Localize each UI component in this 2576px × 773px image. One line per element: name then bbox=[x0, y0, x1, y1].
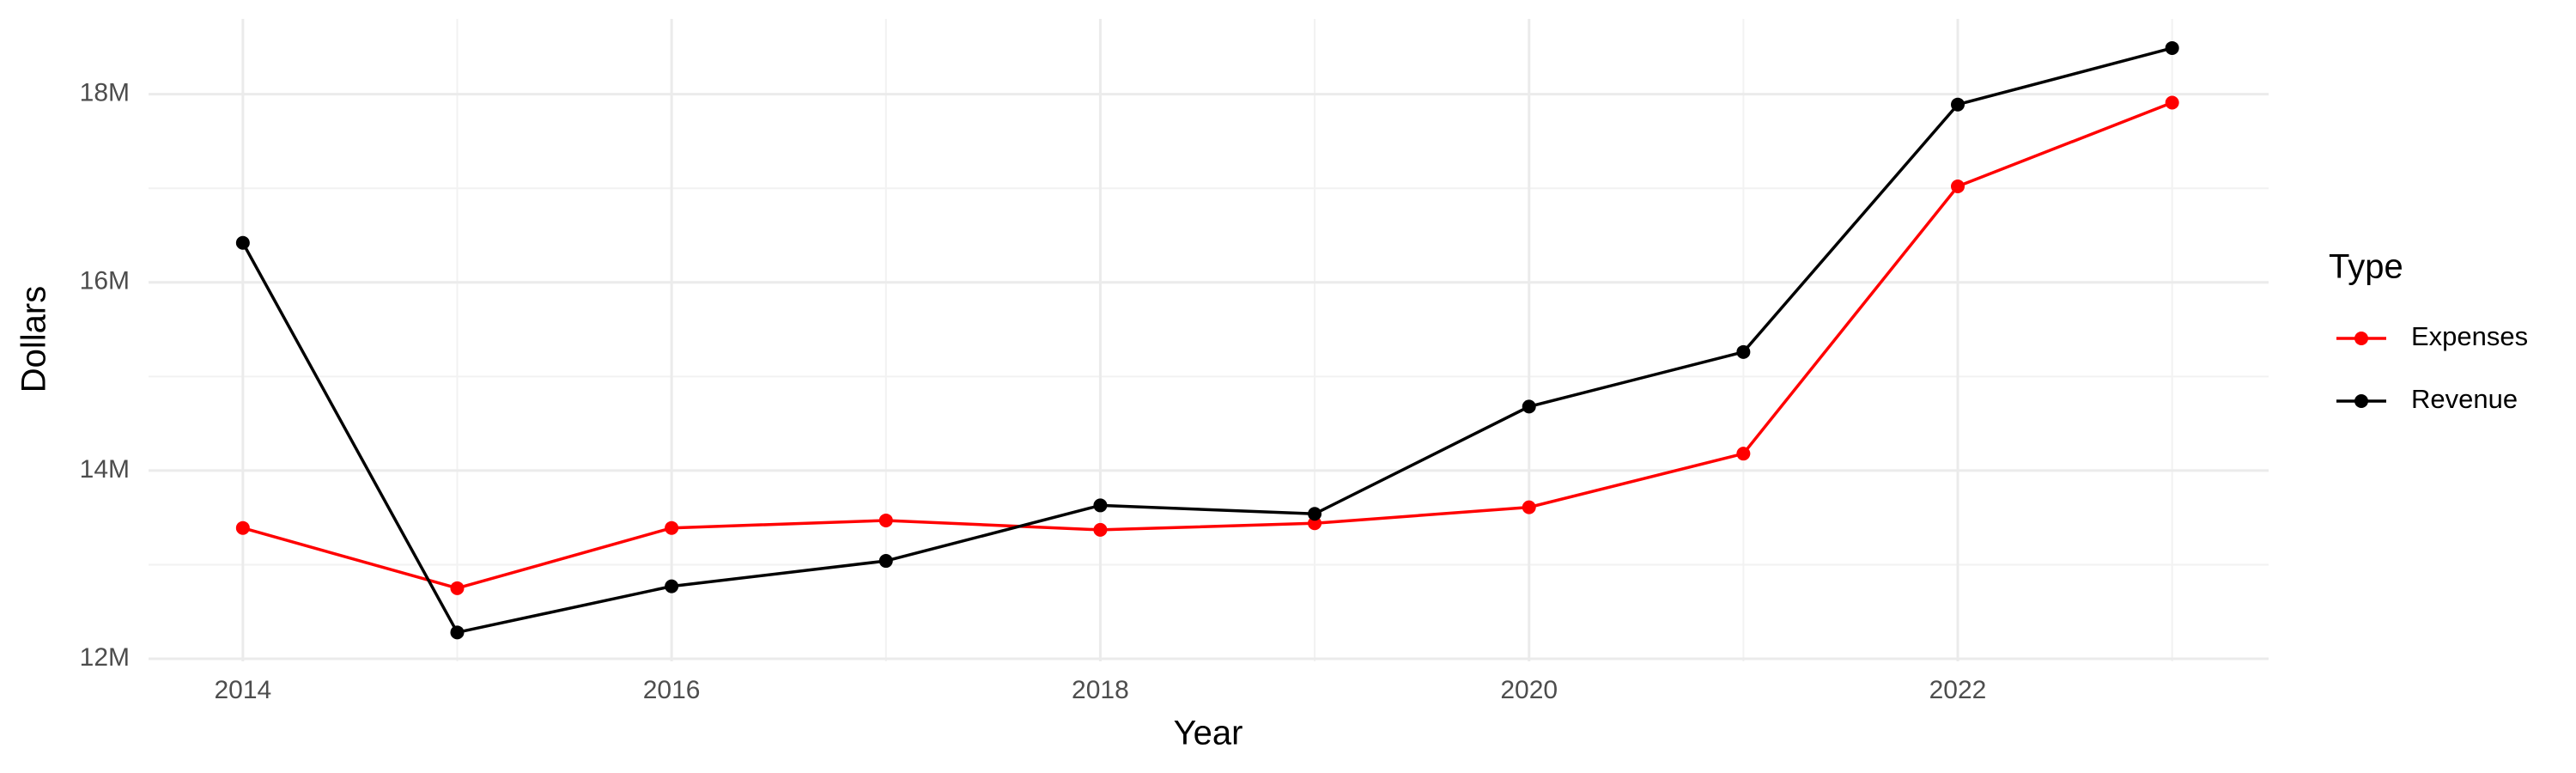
data-point bbox=[1951, 97, 1965, 112]
data-point bbox=[878, 554, 893, 569]
x-tick-label: 2022 bbox=[1929, 676, 1987, 704]
data-point bbox=[1522, 399, 1536, 414]
data-point bbox=[1522, 500, 1536, 514]
data-point bbox=[665, 520, 679, 535]
data-point bbox=[1093, 522, 1108, 537]
data-point bbox=[450, 581, 465, 595]
legend-label: Expenses bbox=[2411, 321, 2528, 351]
x-tick-label: 2020 bbox=[1500, 676, 1558, 704]
y-axis-title: Dollars bbox=[15, 286, 53, 393]
legend-key-point bbox=[2354, 394, 2368, 408]
data-point bbox=[1308, 507, 1322, 521]
data-point bbox=[878, 513, 893, 527]
x-tick-label: 2014 bbox=[214, 676, 271, 704]
data-point bbox=[665, 579, 679, 593]
y-tick-label: 18M bbox=[80, 79, 130, 107]
y-tick-label: 12M bbox=[80, 643, 130, 672]
x-tick-label: 2018 bbox=[1072, 676, 1129, 704]
data-point bbox=[2165, 95, 2179, 110]
y-tick-label: 14M bbox=[80, 455, 130, 484]
legend-label: Revenue bbox=[2411, 384, 2518, 414]
y-tick-label: 16M bbox=[80, 267, 130, 295]
data-point bbox=[1736, 344, 1751, 359]
series-line bbox=[242, 100, 2173, 590]
data-point bbox=[235, 520, 250, 535]
data-point bbox=[1736, 447, 1751, 461]
data-point bbox=[450, 625, 465, 640]
x-tick-label: 2016 bbox=[643, 676, 701, 704]
legend-title: Type bbox=[2329, 248, 2403, 286]
x-axis-title: Year bbox=[1174, 715, 1243, 752]
data-point bbox=[1308, 516, 1322, 531]
legend-key-point bbox=[2354, 332, 2368, 345]
data-point bbox=[235, 235, 250, 250]
data-point bbox=[2165, 40, 2179, 55]
data-point bbox=[1093, 498, 1108, 513]
data-point bbox=[1951, 180, 1965, 194]
series-line bbox=[241, 46, 2173, 635]
